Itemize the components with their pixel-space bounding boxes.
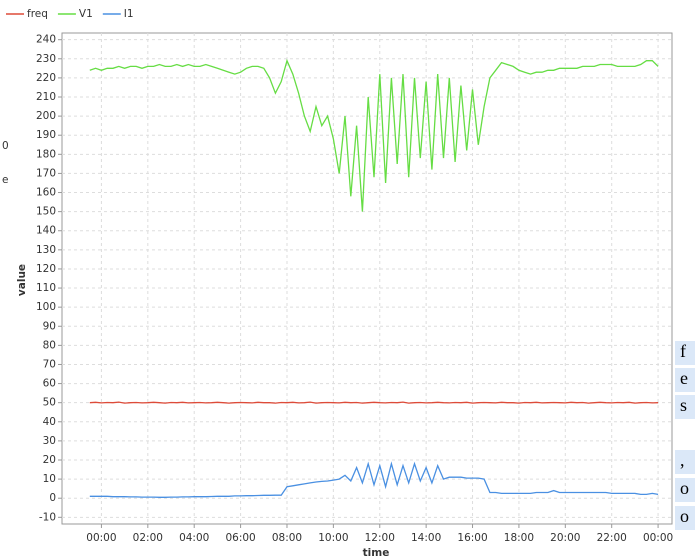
y-tick-label: 180 (36, 148, 56, 160)
y-tick-label: 150 (36, 206, 56, 218)
x-tick-label: 12:00 (365, 532, 395, 544)
y-tick-label: 40 (43, 416, 56, 428)
y-tick-label: -10 (39, 511, 56, 523)
legend-label: I1 (124, 8, 134, 20)
y-tick-label: 210 (36, 91, 56, 103)
text-fragment: e (2, 174, 8, 186)
legend-label: freq (27, 8, 48, 20)
text-fragment: f (680, 341, 686, 361)
highlight (675, 341, 695, 365)
highlight (675, 450, 695, 474)
text-fragment: o (680, 478, 689, 498)
plot-area (61, 32, 673, 525)
x-tick-label: 00:00 (86, 532, 116, 544)
y-tick-label: 90 (43, 320, 56, 332)
y-tick-label: 200 (36, 110, 56, 122)
y-tick-label: 100 (36, 301, 56, 313)
y-tick-label: 130 (36, 244, 56, 256)
x-tick-label: 18:00 (504, 532, 534, 544)
series-line (89, 461, 659, 498)
highlight (675, 478, 695, 502)
series-line (89, 58, 659, 212)
x-tick-label: 02:00 (133, 532, 163, 544)
legend-label: V1 (79, 8, 93, 20)
y-tick-label: 160 (36, 187, 56, 199)
x-tick-label: 22:00 (597, 532, 627, 544)
text-fragment: 0 (2, 140, 9, 152)
y-tick-label: 240 (36, 34, 56, 46)
x-tick-label: 14:00 (411, 532, 441, 544)
x-tick-label: 04:00 (179, 532, 209, 544)
y-tick-label: 170 (36, 167, 56, 179)
y-tick-label: 230 (36, 53, 56, 65)
highlight (675, 506, 695, 530)
y-axis-label: value (16, 264, 28, 296)
text-fragment: s (680, 395, 687, 415)
text-fragment: o (680, 506, 689, 526)
y-tick-label: 120 (36, 263, 56, 275)
y-tick-label: 20 (43, 454, 56, 466)
y-tick-label: 190 (36, 129, 56, 141)
y-tick-label: 10 (43, 473, 56, 485)
x-axis-label: time (363, 547, 390, 559)
x-tick-label: 10:00 (318, 532, 348, 544)
y-tick-label: 0 (49, 492, 56, 504)
y-tick-label: 30 (43, 435, 56, 447)
highlight (675, 395, 695, 419)
series-line (89, 401, 659, 404)
x-tick-label: 00:00 (643, 532, 673, 544)
y-tick-label: 220 (36, 72, 56, 84)
x-tick-label: 16:00 (457, 532, 487, 544)
y-tick-label: 110 (36, 282, 56, 294)
text-fragment: , (680, 450, 685, 470)
highlight (675, 368, 695, 392)
y-tick-label: 50 (43, 397, 56, 409)
x-tick-label: 06:00 (225, 532, 255, 544)
y-tick-label: 70 (43, 358, 56, 370)
y-tick-label: 140 (36, 225, 56, 237)
y-tick-label: 80 (43, 339, 56, 351)
x-tick-label: 20:00 (550, 532, 580, 544)
text-fragment: e (680, 368, 688, 388)
y-tick-label: 60 (43, 378, 56, 390)
x-tick-label: 08:00 (272, 532, 302, 544)
